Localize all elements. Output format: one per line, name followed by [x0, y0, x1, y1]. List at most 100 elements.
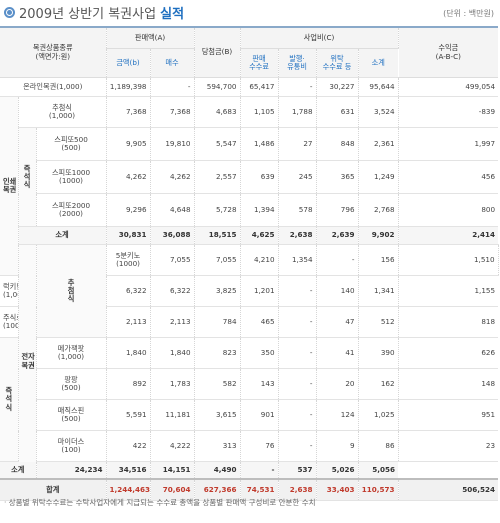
footnote: · 상품별 위탁수수료는 수탁사업자에게 지급되는 수수료 총액을 상품별 판매… [4, 498, 316, 507]
value-cell: 5,056 [358, 461, 399, 480]
value-cell: 30,227 [316, 77, 359, 97]
value-cell: 499,054 [398, 77, 499, 97]
value-cell: 3,615 [194, 399, 241, 431]
row-label: 스피또2000 (2000) [36, 193, 107, 227]
row-label: 마이더스 (100) [36, 430, 107, 462]
value-cell: 4,490 [194, 461, 241, 480]
value-cell: 626 [398, 337, 499, 369]
online-lottery-label: 온라인복권(1,000) [0, 77, 107, 97]
table-row: 즉 석 식 메가잭팟 (1,000) 1,840 1,840 823 350-41 390 626 [0, 337, 499, 462]
value-cell: 951 [398, 399, 499, 431]
title-emphasis: 실적 [160, 7, 185, 22]
value-cell: 1,025 [358, 399, 399, 431]
header-sales-amount: 금액(b) [106, 48, 151, 78]
value-cell: - [278, 399, 317, 431]
total-value: 110,573 [358, 478, 399, 501]
value-cell: 1,840 [106, 337, 151, 369]
value-cell: - [278, 337, 317, 369]
row-label: 럭키넘버스(1,000) [0, 275, 19, 307]
electronic-lottery-group: 전자 복권 [18, 244, 37, 480]
row-label: 팡팡 (500) [36, 368, 107, 400]
value-cell: 818 [398, 306, 499, 338]
value-cell: 4,222 [150, 430, 195, 462]
value-cell: 537 [278, 461, 317, 480]
value-cell: 4,648 [150, 193, 195, 227]
value-cell: 1,510 [398, 244, 499, 276]
value-cell: 2,113 [106, 306, 151, 338]
value-cell: 4,683 [194, 96, 241, 128]
total-value: 627,366 [194, 478, 241, 501]
title-bullet-icon [4, 7, 15, 18]
value-cell: 2,414 [398, 226, 499, 245]
value-cell: 124 [316, 399, 359, 431]
value-cell: 2,557 [194, 160, 241, 194]
value-cell: 1,189,398 [106, 77, 151, 97]
value-cell: - [278, 306, 317, 338]
value-cell: 1,155 [398, 275, 499, 307]
table-row: 스피또2000 (2000) 9,296 4,648 5,728 1,394 578 796 2… [0, 193, 499, 227]
value-cell: 9,296 [106, 193, 151, 227]
table-row: 온라인복권(1,000) 1,189,398-594,700 65,417-30,2… [0, 77, 499, 97]
header-issue-cost: 발행· 유통비 [278, 48, 317, 78]
value-cell: 4,210 [240, 244, 279, 276]
table-row: 합계 1,244,463 70,604 627,366 74,531 2,638 33,40… [0, 478, 499, 501]
value-cell: 350 [240, 337, 279, 369]
total-value: 70,604 [150, 478, 195, 501]
total-value: 33,403 [316, 478, 359, 501]
value-cell: 4,262 [106, 160, 151, 194]
value-cell: 23 [398, 430, 499, 462]
value-cell: 582 [194, 368, 241, 400]
value-cell: 1,341 [358, 275, 399, 307]
value-cell: 631 [316, 96, 359, 128]
table-row: 매직스핀 (500) 5,591 11,181 3,615 901-124 1,025 951 [0, 399, 499, 431]
table-row: 스피또1000 (1000) 4,262 4,262 2,557 639 245 365 1,2… [0, 160, 499, 194]
lottery-results-table: 복권상품종류 (액면가:원) 판매액(A) 당첨금(B) 사업비(C) 수익금 (A-B-C… [0, 26, 499, 501]
row-label: 메가잭팟 (1,000) [36, 337, 107, 369]
total-value: 506,524 [398, 478, 499, 501]
row-label: 스피또1000 (1000) [36, 160, 107, 194]
value-cell: 2,639 [316, 226, 359, 245]
value-cell: - [240, 461, 279, 480]
value-cell: 14,151 [150, 461, 195, 480]
value-cell: 390 [358, 337, 399, 369]
value-cell: 65,417 [240, 77, 279, 97]
value-cell: 34,516 [106, 461, 151, 480]
value-cell: 156 [358, 244, 399, 276]
value-cell: 5,728 [194, 193, 241, 227]
value-cell: 1,788 [278, 96, 317, 128]
value-cell: 5,547 [194, 127, 241, 161]
value-cell: 823 [194, 337, 241, 369]
row-label: 주식로또(1000) [0, 306, 19, 338]
value-cell: 20 [316, 368, 359, 400]
value-cell: 2,638 [278, 226, 317, 245]
value-cell: 578 [278, 193, 317, 227]
value-cell: 892 [106, 368, 151, 400]
value-cell: 27 [278, 127, 317, 161]
value-cell: -839 [398, 96, 499, 128]
header-expense: 사업비(C) [240, 26, 399, 49]
table-row: 소계 24,234 34,516 14,151 4,490-537 5,026 5,056 [0, 461, 498, 480]
row-label: 스피또500 (500) [36, 127, 107, 161]
value-cell: 3,524 [358, 96, 399, 128]
total-label: 합계 [0, 478, 107, 501]
value-cell: 1,840 [150, 337, 195, 369]
value-cell: 2,361 [358, 127, 399, 161]
value-cell: 1,486 [240, 127, 279, 161]
value-cell: 1,201 [240, 275, 279, 307]
value-cell: 2,768 [358, 193, 399, 227]
table-row: 소계 30,831 36,088 18,515 4,625 2,638 2,639 9,902… [0, 226, 499, 245]
total-value: 1,244,463 [106, 478, 151, 501]
value-cell: 148 [398, 368, 499, 400]
value-cell: - [316, 244, 359, 276]
value-cell: 3,825 [194, 275, 241, 307]
print-subtotal-label: 소계 [18, 226, 107, 245]
table-row: 마이더스 (100) 422 4,222 313 76-9 86 23 [0, 430, 499, 462]
header-sales-fee: 판매 수수료 [240, 48, 279, 78]
header-profit: 수익금 (A-B-C) [398, 26, 499, 78]
value-cell: - [150, 77, 195, 97]
value-cell: 36,088 [150, 226, 195, 245]
value-cell: 512 [358, 306, 399, 338]
value-cell: 1,354 [278, 244, 317, 276]
